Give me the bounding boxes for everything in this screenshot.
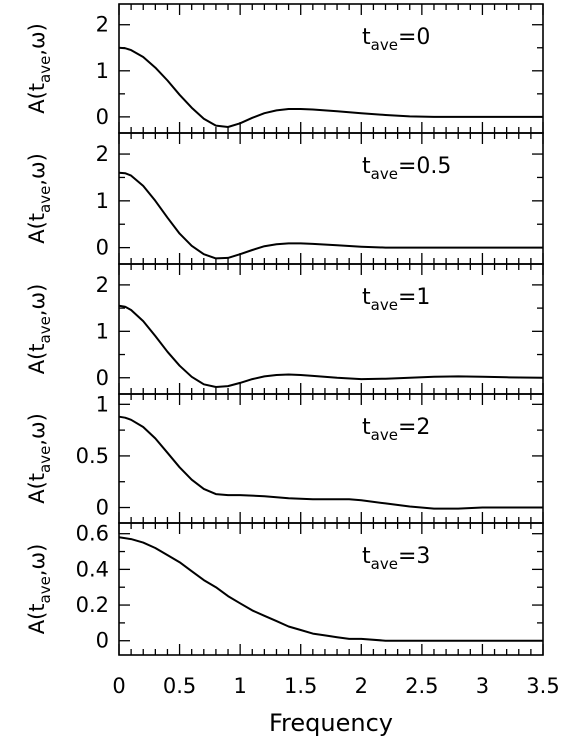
x-tick-label: 2: [355, 674, 368, 698]
panel-frame: [118, 3, 544, 134]
y-axis-title: A(tave,ω): [25, 284, 54, 375]
x-tick-label: 1.5: [284, 674, 317, 698]
x-tick-label: 2.5: [405, 674, 438, 698]
y-tick-label: 0: [96, 629, 109, 653]
y-tick-label: 2: [96, 273, 109, 297]
panel-5: 0 0.2 0.4 0.6 tave=3 A(tave,ω): [25, 522, 544, 656]
y-tick-label: 0: [96, 105, 109, 129]
series-line: [118, 536, 543, 642]
y-tick-label: 0: [96, 236, 109, 260]
panel-2: 0 1 2 tave=0.5 A(tave,ω): [25, 132, 544, 265]
y-tick-label: 0.5: [76, 444, 109, 468]
panel-annotation: tave=3: [362, 544, 430, 573]
y-tick-label: 2: [96, 13, 109, 37]
x-tick-label: 3: [476, 674, 489, 698]
y-tick-label: 0: [96, 366, 109, 390]
y-axis-title: A(tave,ω): [25, 544, 54, 635]
x-tick-label: 3.5: [526, 674, 559, 698]
panel-frame: [118, 393, 544, 524]
y-tick-label: 1: [96, 319, 109, 343]
x-tick-label: 1: [233, 674, 246, 698]
panel-annotation: tave=0: [362, 25, 430, 54]
panel-frame: [118, 522, 544, 656]
panel-4: 0 0.5 1 tave=2 A(tave,ω): [25, 392, 544, 524]
y-axis-title: A(tave,ω): [25, 153, 54, 244]
y-axis-title: A(tave,ω): [25, 413, 54, 504]
y-tick-label: 0.2: [76, 593, 109, 617]
panel-annotation: tave=1: [362, 285, 430, 314]
x-axis: 0 0.5 1 1.5 2 2.5 3 3.5: [112, 674, 559, 698]
series-line: [118, 304, 544, 388]
x-tick-label: 0: [112, 674, 125, 698]
y-tick-label: 0.6: [76, 522, 109, 546]
panel-annotation: tave=2: [362, 415, 430, 444]
panel-annotation: tave=0.5: [362, 154, 451, 183]
panel-1: 0 1 2 tave=0 A(tave,ω): [25, 3, 544, 134]
panel-frame: [118, 263, 544, 395]
series-line: [118, 171, 543, 260]
y-tick-label: 0: [96, 496, 109, 520]
series-line: [118, 415, 543, 510]
x-axis-title: Frequency: [269, 709, 393, 737]
y-tick-label: 0.4: [76, 557, 109, 581]
y-tick-label: 1: [96, 59, 109, 83]
x-tick-label: 0.5: [163, 674, 196, 698]
y-axis-title: A(tave,ω): [25, 23, 54, 114]
series-line: [118, 46, 543, 128]
panel-3: 0 1 2 tave=1 A(tave,ω): [25, 263, 544, 395]
y-tick-label: 1: [96, 189, 109, 213]
y-tick-label: 1: [96, 392, 109, 416]
y-tick-label: 2: [96, 142, 109, 166]
